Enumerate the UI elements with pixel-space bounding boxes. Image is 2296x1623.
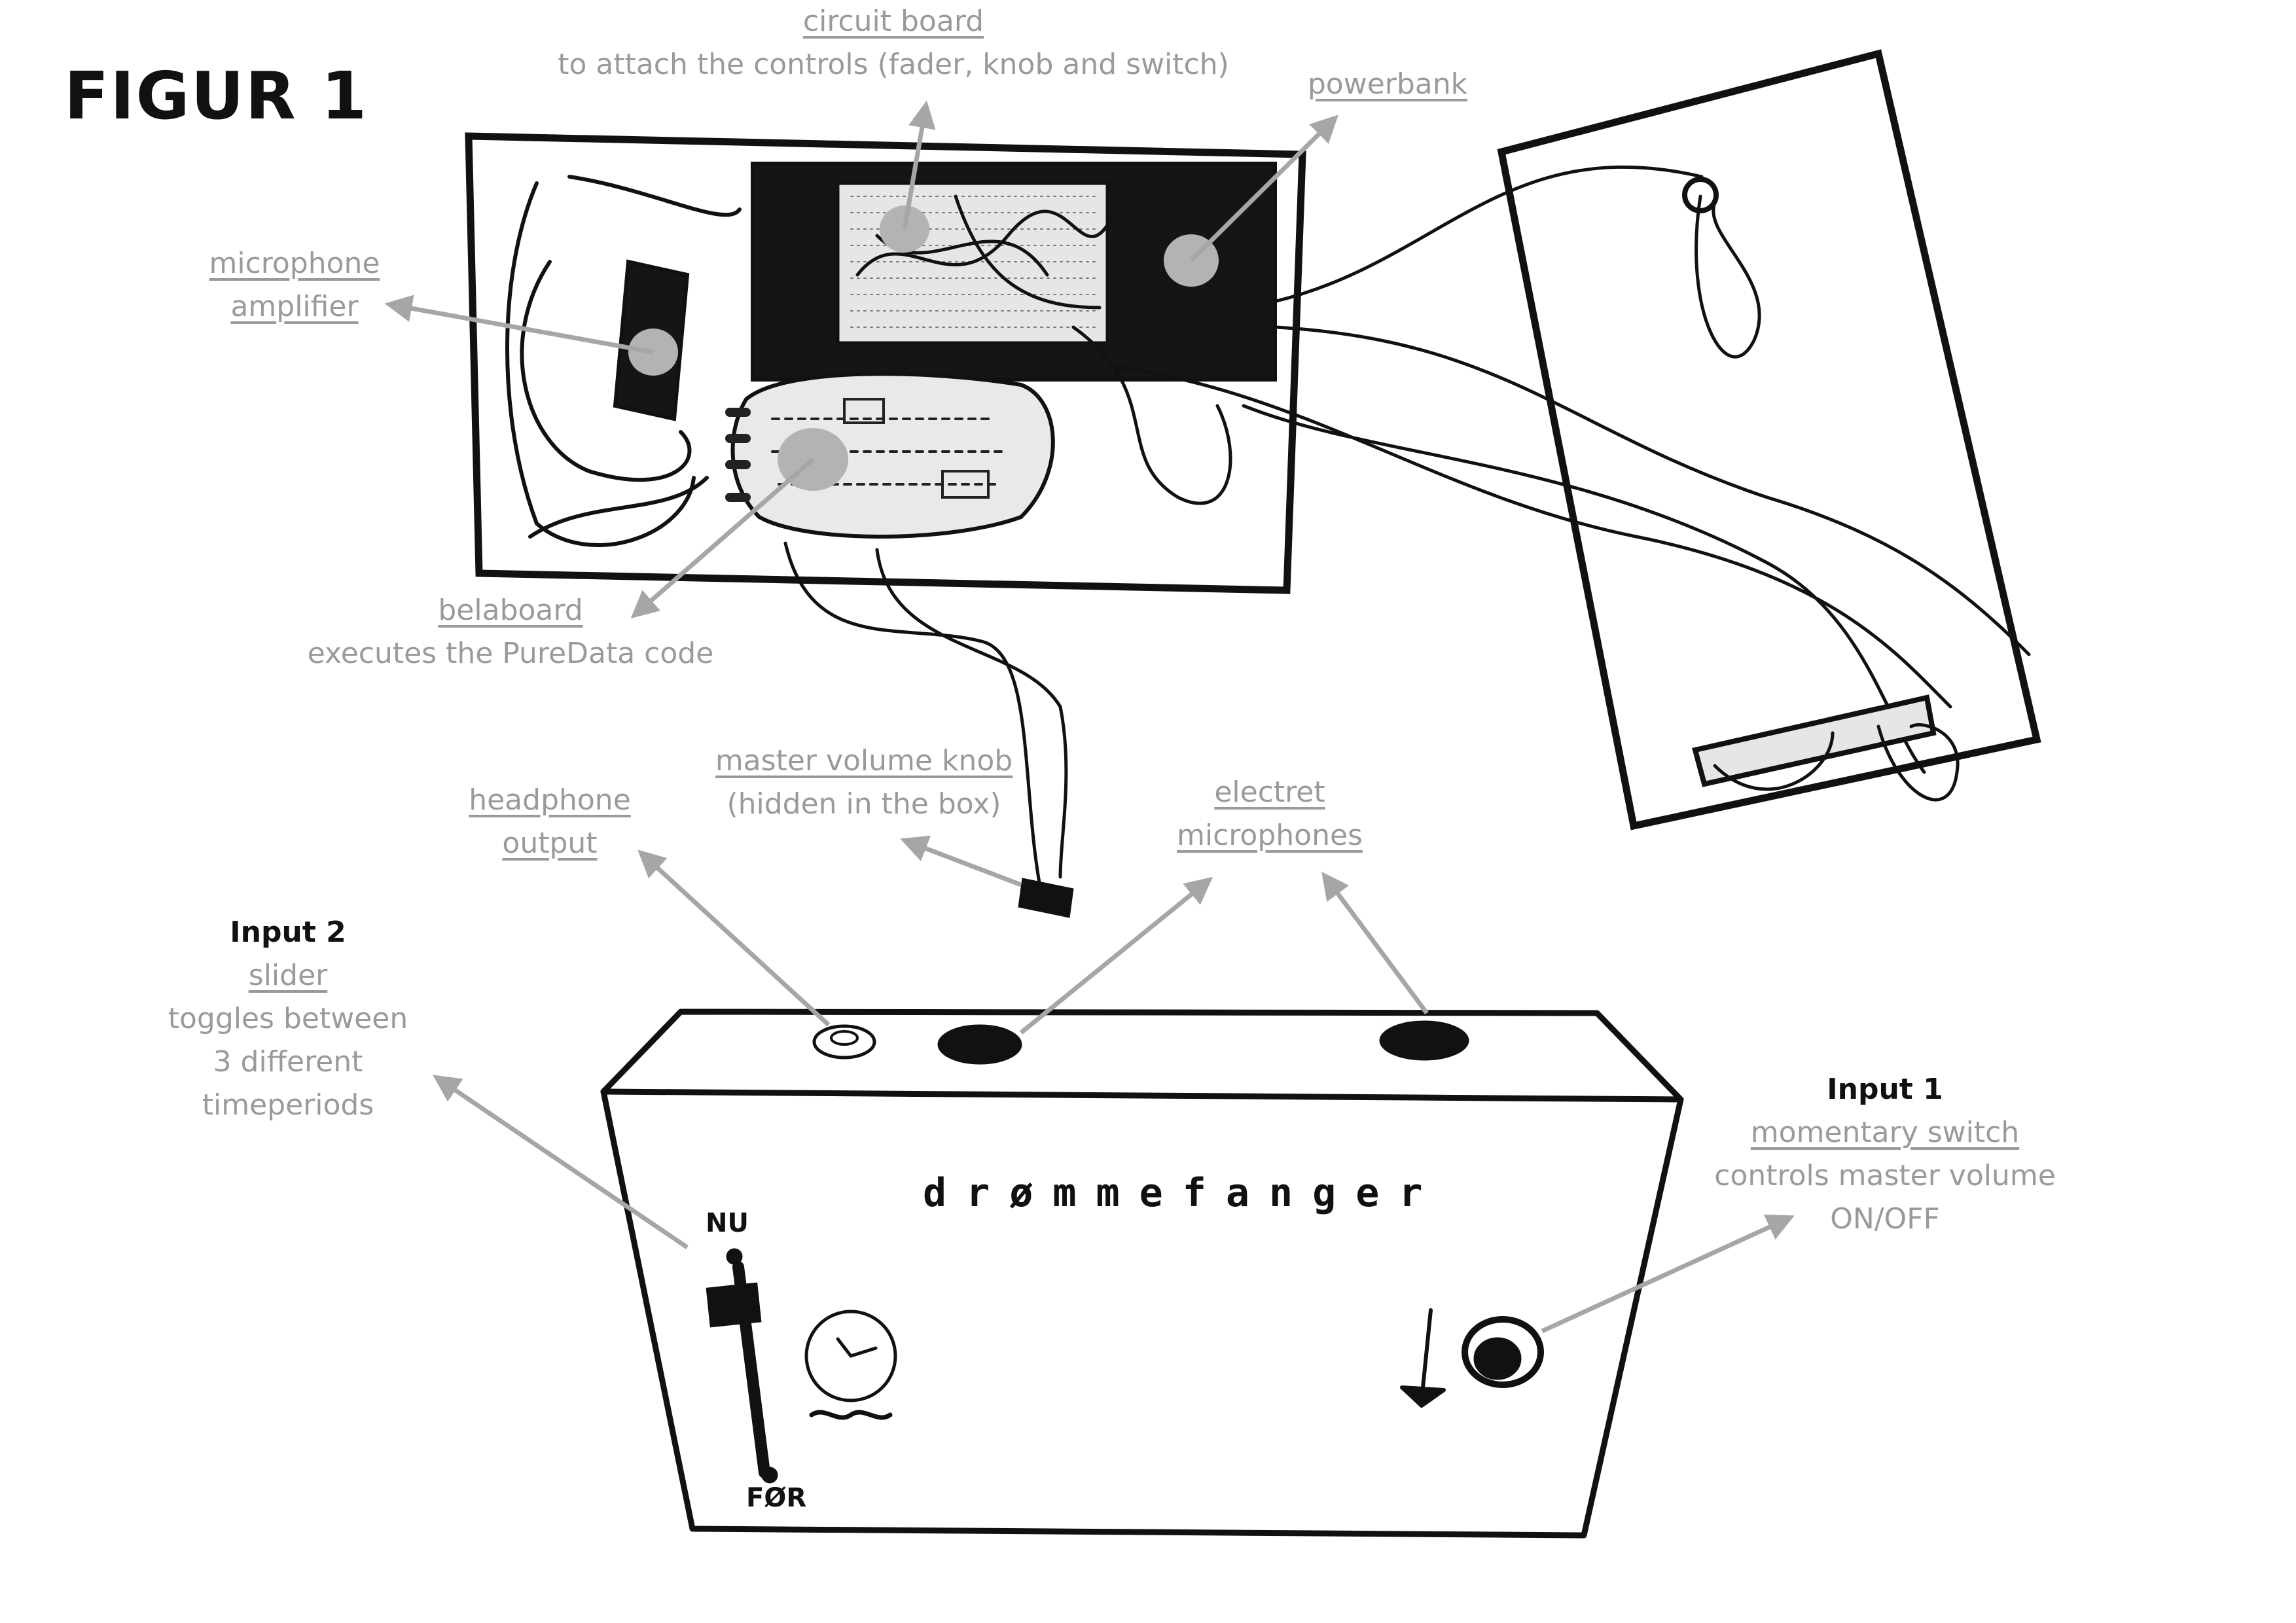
closed-box — [600, 1008, 1684, 1539]
label-input2: Input 2 slider toggles between 3 differe… — [144, 911, 432, 1127]
figure-title: FIGUR 1 — [64, 58, 368, 134]
slider-mark-bottom: FØR — [746, 1483, 807, 1513]
arrow-belaboard — [630, 457, 815, 619]
label-input1-heading: Input 1 — [1827, 1073, 1943, 1106]
lid-strip-cables — [1713, 723, 1960, 802]
label-input1-desc-1: controls master volume — [1714, 1159, 2056, 1192]
headphone-jack-lid — [1682, 177, 1719, 213]
label-input1: Input 1 momentary switch controls master… — [1676, 1068, 2094, 1241]
arrow-powerbank — [1189, 115, 1338, 262]
label-master-volume-knob-desc: (hidden in the box) — [726, 787, 1001, 821]
mic-hole-1 — [937, 1024, 1022, 1065]
slider-dot-top — [726, 1248, 743, 1265]
slider-mark-top: NU — [706, 1208, 749, 1238]
arrow-mic-2 — [1321, 871, 1429, 1015]
clock-hands — [836, 1337, 878, 1358]
label-electret-mics: electret microphones — [1152, 771, 1388, 857]
label-headphone-output-title-1: headphone — [469, 783, 631, 817]
label-electret-mics-title-1: electret — [1214, 776, 1325, 809]
slider-handle — [706, 1282, 762, 1328]
arrow-slider — [433, 1075, 689, 1249]
clock-icon — [804, 1310, 897, 1402]
label-circuit-board-title: circuit board — [802, 5, 984, 38]
mic-hole-2 — [1379, 1020, 1469, 1061]
label-circuit-board: circuit board to attach the controls (fa… — [556, 0, 1230, 86]
label-input2-heading: Input 2 — [230, 916, 346, 949]
cable-to-knob — [783, 541, 1068, 892]
label-circuit-board-desc: to attach the controls (fader, knob and … — [558, 48, 1229, 81]
box-front — [600, 1088, 1684, 1539]
lid — [1497, 49, 2041, 830]
label-input1-title: momentary switch — [1750, 1116, 2020, 1149]
momentary-switch-inner — [1473, 1337, 1522, 1380]
box-top — [600, 1008, 1684, 1103]
internal-cable-loops — [505, 175, 742, 547]
brand-name: drømmefanger — [923, 1170, 1443, 1216]
label-electret-mics-title-2: microphones — [1177, 819, 1363, 852]
label-master-volume-knob-title: master volume knob — [715, 744, 1013, 777]
label-belaboard-desc: executes the PureData code — [307, 637, 714, 670]
box-frame — [465, 132, 1306, 594]
label-belaboard: belaboard executes the PureData code — [275, 589, 746, 675]
label-input2-desc-1: toggles between — [168, 1002, 408, 1035]
headphone-jack-inner — [830, 1030, 859, 1046]
lid-frame — [1497, 49, 2041, 830]
volume-knob-part — [1018, 878, 1074, 918]
label-input1-desc-2: ON/OFF — [1830, 1202, 1940, 1236]
arrow-circuit-board — [902, 100, 936, 230]
label-powerbank-title: powerbank — [1307, 67, 1468, 101]
box-internals — [465, 132, 2031, 918]
clock-squiggle — [809, 1410, 893, 1420]
momentary-switch — [1462, 1316, 1544, 1388]
label-input2-title: slider — [248, 959, 328, 992]
lid-strip — [1692, 694, 1937, 787]
label-belaboard-title: belaboard — [438, 594, 583, 627]
arrow-volume-knob — [900, 835, 1022, 887]
lid-jack-cable — [1695, 194, 1761, 359]
arrow-mic-amplifier — [384, 294, 654, 355]
arrow-switch — [1541, 1214, 1795, 1334]
label-input2-desc-2: 3 different — [213, 1045, 363, 1079]
label-master-volume-knob: master volume knob (hidden in the box) — [687, 740, 1041, 826]
arrow-headphone-output — [637, 849, 831, 1027]
slider-dot-bottom — [761, 1467, 778, 1484]
label-headphone-output: headphone output — [432, 779, 668, 865]
label-input2-desc-3: timeperiods — [202, 1088, 374, 1122]
cables-to-lid — [1071, 165, 2031, 774]
arrow-mic-1 — [1019, 876, 1213, 1035]
label-headphone-output-title-2: output — [502, 827, 598, 860]
arrow-down-icon — [1400, 1308, 1446, 1408]
label-mic-amplifier: microphone amplifier — [170, 242, 419, 329]
label-mic-amplifier-title-2: amplifier — [230, 290, 359, 323]
annotation-arrows — [384, 100, 1795, 1334]
headphone-jack — [812, 1024, 876, 1060]
label-mic-amplifier-title-1: microphone — [209, 247, 380, 280]
label-powerbank: powerbank — [1244, 63, 1532, 106]
